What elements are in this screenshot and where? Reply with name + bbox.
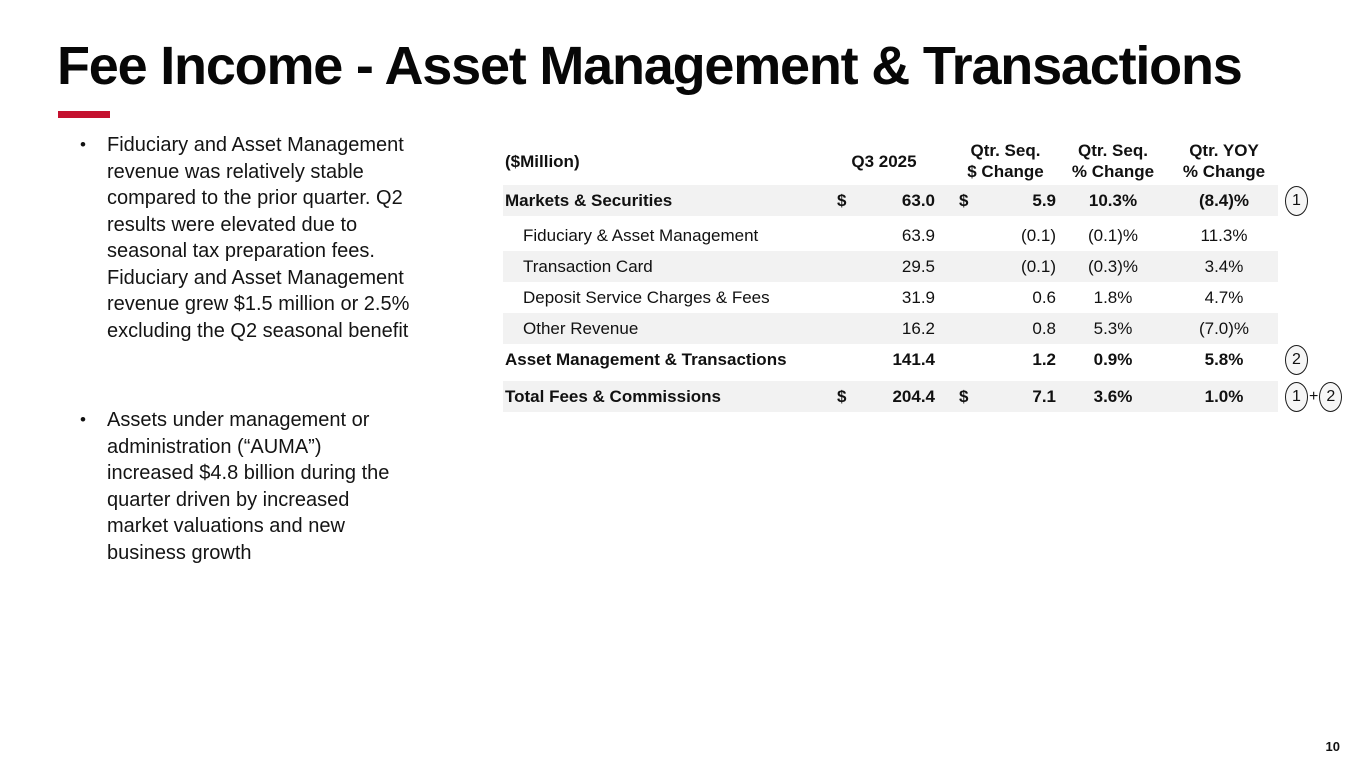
q3-value: 204.4 bbox=[892, 386, 935, 406]
row-label: Markets & Securities bbox=[505, 190, 673, 210]
q3-value: 63.9 bbox=[901, 225, 935, 245]
yoy-pct-change-value: (7.0)% bbox=[1198, 318, 1250, 338]
q3-value: 31.9 bbox=[901, 287, 935, 307]
bullet-text: Fiduciary and Asset Management revenue w… bbox=[107, 134, 410, 342]
bullet-item: • Fiduciary and Asset Management revenue… bbox=[80, 132, 465, 344]
table-row-deposit-service-charges: Deposit Service Charges & Fees 31.9 0.6 … bbox=[503, 282, 1348, 313]
plus-sign: + bbox=[1309, 387, 1319, 405]
title-accent-bar bbox=[58, 111, 110, 118]
q3-value: 16.2 bbox=[901, 318, 935, 338]
yoy-pct-change-value: 11.3% bbox=[1200, 225, 1248, 245]
yoy-pct-change-value: 5.8% bbox=[1204, 349, 1244, 369]
seq-pct-change-value: 5.3% bbox=[1093, 318, 1133, 338]
table-row-transaction-card: Transaction Card 29.5 (0.1) (0.3)% 3.4% bbox=[503, 251, 1348, 282]
yoy-pct-change-value: 1.0% bbox=[1204, 386, 1244, 406]
column-header-seq-dollar-change: Qtr. Seq. $ Change bbox=[967, 141, 1044, 181]
circled-number-2: 2 bbox=[1285, 344, 1308, 375]
seq-pct-change-value: (0.1)% bbox=[1087, 225, 1139, 245]
table-row-other-revenue: Other Revenue 16.2 0.8 5.3% (7.0)% bbox=[503, 313, 1348, 344]
table-row-asset-management-transactions: Asset Management & Transactions 141.4 1.… bbox=[503, 344, 1348, 375]
row-label: Asset Management & Transactions bbox=[505, 349, 787, 369]
yoy-pct-change-value: 4.7% bbox=[1204, 287, 1244, 307]
column-header-unit: ($Million) bbox=[505, 151, 580, 171]
yoy-pct-change-value: 3.4% bbox=[1204, 256, 1244, 276]
seq-pct-change-value: 1.8% bbox=[1093, 287, 1133, 307]
table-row-total-fees-commissions: Total Fees & Commissions $ 204.4 $ 7.1 3… bbox=[503, 381, 1348, 412]
dollar-sign: $ bbox=[837, 386, 847, 406]
bullet-list: • Fiduciary and Asset Management revenue… bbox=[80, 132, 465, 566]
row-label: Other Revenue bbox=[523, 318, 639, 338]
table-row-fiduciary-asset-management: Fiduciary & Asset Management 63.9 (0.1) … bbox=[503, 220, 1348, 251]
q3-value: 29.5 bbox=[901, 256, 935, 276]
seq-dollar-change-value: 0.8 bbox=[1032, 318, 1056, 338]
column-header-seq-pct-change: Qtr. Seq. % Change bbox=[1071, 141, 1155, 181]
circled-number-1: 1 bbox=[1285, 381, 1308, 412]
seq-dollar-change-value: 5.9 bbox=[1032, 190, 1056, 210]
seq-dollar-change-value: (0.1) bbox=[1021, 225, 1056, 245]
note-annotation-1: 1 bbox=[1278, 185, 1348, 216]
q3-value: 63.0 bbox=[901, 190, 935, 210]
q3-value: 141.4 bbox=[892, 349, 935, 369]
table-row-markets-securities: Markets & Securities $ 63.0 $ 5.9 10.3% … bbox=[503, 185, 1348, 216]
yoy-pct-change-value: (8.4)% bbox=[1198, 190, 1250, 210]
fee-income-table: ($Million) Q3 2025 Qtr. Seq. $ Change Qt… bbox=[503, 137, 1348, 412]
seq-dollar-change-value: 1.2 bbox=[1032, 349, 1056, 369]
row-label: Transaction Card bbox=[523, 256, 653, 276]
page-number: 10 bbox=[1325, 739, 1340, 754]
seq-pct-change-value: 0.9% bbox=[1093, 349, 1133, 369]
page-title: Fee Income - Asset Management & Transact… bbox=[57, 36, 1243, 96]
seq-dollar-change-value: 0.6 bbox=[1032, 287, 1056, 307]
row-label: Fiduciary & Asset Management bbox=[523, 225, 759, 245]
seq-dollar-change-value: 7.1 bbox=[1032, 386, 1056, 406]
dollar-sign: $ bbox=[837, 190, 847, 210]
seq-pct-change-value: 10.3% bbox=[1088, 190, 1138, 210]
dollar-sign: $ bbox=[959, 386, 969, 406]
bullet-marker: • bbox=[80, 410, 86, 429]
bullet-marker: • bbox=[80, 135, 86, 154]
row-label: Total Fees & Commissions bbox=[505, 386, 722, 406]
circled-number-1: 1 bbox=[1285, 185, 1308, 216]
note-annotation-2: 2 bbox=[1278, 344, 1348, 375]
dollar-sign: $ bbox=[959, 190, 969, 210]
note-annotation-1-plus-2: 1 + 2 bbox=[1278, 381, 1348, 412]
seq-pct-change-value: (0.3)% bbox=[1087, 256, 1139, 276]
seq-pct-change-value: 3.6% bbox=[1093, 386, 1133, 406]
column-header-q3-2025: Q3 2025 bbox=[851, 151, 917, 171]
seq-dollar-change-value: (0.1) bbox=[1021, 256, 1056, 276]
bullet-item: • Assets under management or administrat… bbox=[80, 407, 465, 566]
row-label: Deposit Service Charges & Fees bbox=[523, 287, 770, 307]
bullet-text: Assets under management or administratio… bbox=[107, 409, 390, 564]
column-header-yoy-pct-change: Qtr. YOY % Change bbox=[1182, 141, 1266, 181]
table-header-row: ($Million) Q3 2025 Qtr. Seq. $ Change Qt… bbox=[503, 137, 1348, 185]
circled-number-2: 2 bbox=[1319, 381, 1343, 412]
